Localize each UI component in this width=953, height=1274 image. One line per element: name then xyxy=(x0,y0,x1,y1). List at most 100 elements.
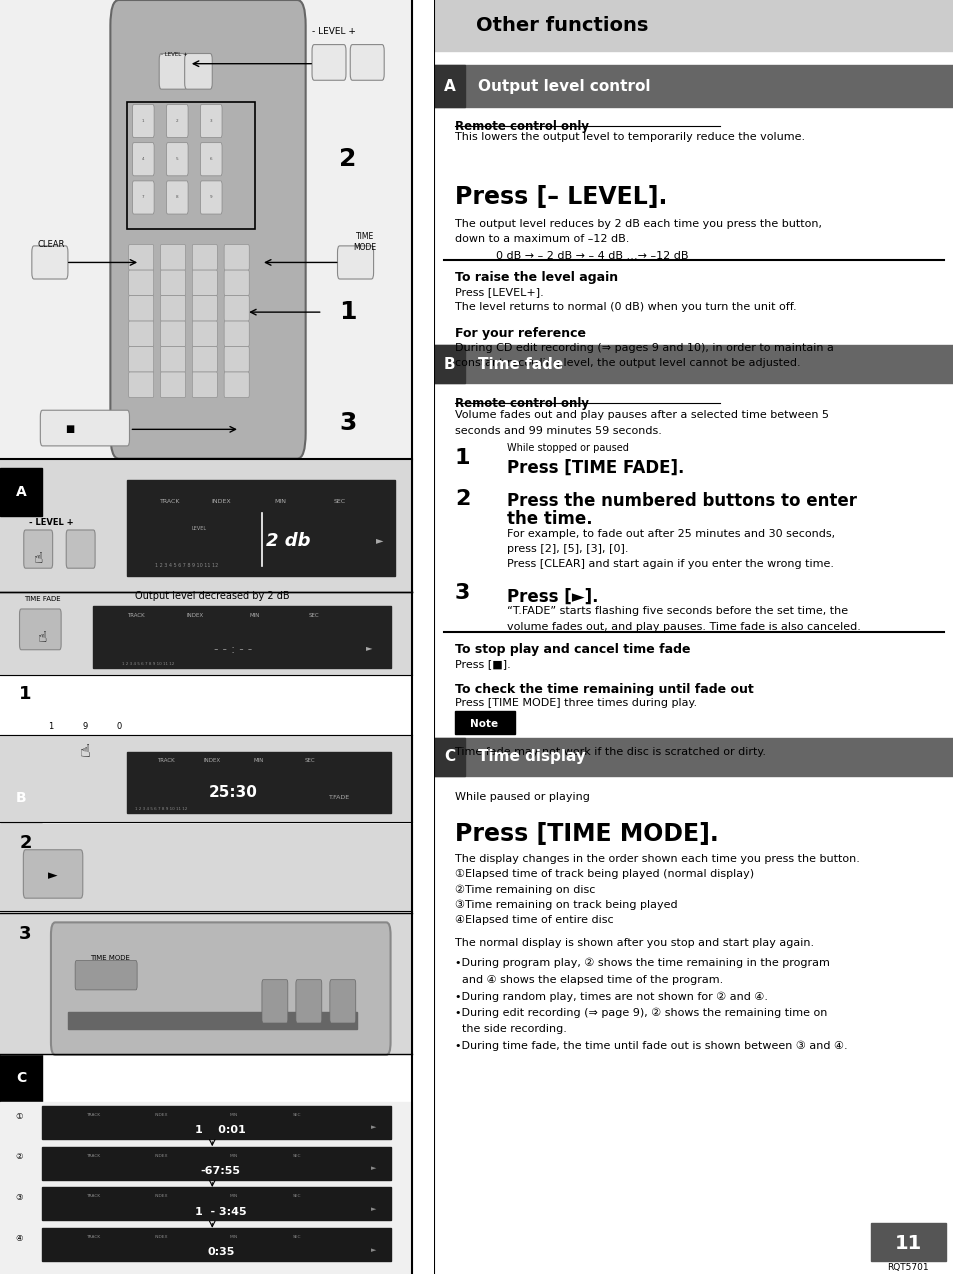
Text: ►: ► xyxy=(366,642,373,652)
Text: constant recording level, the output level cannot be adjusted.: constant recording level, the output lev… xyxy=(455,358,800,368)
Bar xyxy=(0,1054,43,1102)
FancyBboxPatch shape xyxy=(160,270,185,296)
Text: Other functions: Other functions xyxy=(476,17,647,34)
Bar xyxy=(0,824,412,911)
FancyBboxPatch shape xyxy=(132,181,154,214)
Text: While stopped or paused: While stopped or paused xyxy=(506,443,628,454)
Text: MIN: MIN xyxy=(229,1235,237,1240)
Text: The normal display is shown after you stop and start play again.: The normal display is shown after you st… xyxy=(455,938,813,948)
Text: INDEX: INDEX xyxy=(154,1112,168,1117)
Text: 1  - 3:45: 1 - 3:45 xyxy=(194,1206,246,1217)
Text: While paused or playing: While paused or playing xyxy=(455,792,589,803)
Text: the side recording.: the side recording. xyxy=(455,1024,566,1034)
Text: C: C xyxy=(16,1071,27,1084)
Bar xyxy=(0,590,412,675)
Text: 1    0:01: 1 0:01 xyxy=(195,1125,246,1135)
Text: INDEX: INDEX xyxy=(211,499,231,505)
Text: 25:30: 25:30 xyxy=(209,785,257,800)
Bar xyxy=(0,1102,412,1274)
Text: ►: ► xyxy=(375,535,383,545)
Bar xyxy=(0,468,43,516)
FancyBboxPatch shape xyxy=(160,296,185,321)
Text: Press [■].: Press [■]. xyxy=(455,659,510,669)
FancyBboxPatch shape xyxy=(132,104,154,138)
Bar xyxy=(434,65,953,107)
Text: Press [– LEVEL].: Press [– LEVEL]. xyxy=(455,185,666,209)
FancyBboxPatch shape xyxy=(129,347,153,372)
Text: TIME MODE: TIME MODE xyxy=(91,956,131,961)
Text: press [2], [5], [3], [0].: press [2], [5], [3], [0]. xyxy=(506,544,628,554)
Text: 2: 2 xyxy=(175,118,178,124)
Text: For example, to fade out after 25 minutes and 30 seconds,: For example, to fade out after 25 minute… xyxy=(506,529,834,539)
Text: 2: 2 xyxy=(19,834,31,852)
Text: To raise the level again: To raise the level again xyxy=(455,271,618,284)
Text: TRACK: TRACK xyxy=(156,758,174,763)
Text: Remote control only: Remote control only xyxy=(455,397,588,410)
Text: SEC: SEC xyxy=(293,1235,301,1240)
Text: ►: ► xyxy=(371,1206,375,1212)
Text: 3: 3 xyxy=(19,925,31,943)
Text: TRACK: TRACK xyxy=(86,1153,100,1158)
Text: 2: 2 xyxy=(339,148,356,171)
Text: MIN: MIN xyxy=(229,1112,237,1117)
Bar xyxy=(68,1012,356,1029)
Bar xyxy=(43,1228,390,1261)
Text: TIME FADE: TIME FADE xyxy=(24,596,61,601)
FancyBboxPatch shape xyxy=(31,246,68,279)
Text: The display changes in the order shown each time you press the button.: The display changes in the order shown e… xyxy=(455,854,859,864)
Bar xyxy=(870,1223,945,1261)
FancyBboxPatch shape xyxy=(224,270,249,296)
Text: •During program play, ② shows the time remaining in the program: •During program play, ② shows the time r… xyxy=(455,958,829,968)
Bar xyxy=(455,711,514,734)
Text: Time fade: Time fade xyxy=(477,357,563,372)
Text: 2 db: 2 db xyxy=(266,533,311,550)
Text: 9: 9 xyxy=(82,721,88,731)
Text: TRACK: TRACK xyxy=(86,1112,100,1117)
Text: SEC: SEC xyxy=(293,1112,301,1117)
Text: ③Time remaining on track being played: ③Time remaining on track being played xyxy=(455,899,677,910)
FancyBboxPatch shape xyxy=(40,410,130,446)
Text: A: A xyxy=(16,485,27,498)
Text: ►: ► xyxy=(371,1247,375,1252)
Text: 1: 1 xyxy=(339,301,356,324)
FancyBboxPatch shape xyxy=(193,347,217,372)
Text: -67:55: -67:55 xyxy=(200,1166,240,1176)
Text: 1 2 3 4 5 6 7 8 9 10 11 12: 1 2 3 4 5 6 7 8 9 10 11 12 xyxy=(135,806,188,812)
Text: and ④ shows the elapsed time of the program.: and ④ shows the elapsed time of the prog… xyxy=(455,975,722,985)
Text: Press [►].: Press [►]. xyxy=(506,587,598,605)
Bar xyxy=(434,345,953,383)
Text: 0:35: 0:35 xyxy=(207,1247,234,1257)
Text: Press [TIME MODE] three times during play.: Press [TIME MODE] three times during pla… xyxy=(455,698,697,708)
Text: ①: ① xyxy=(15,1111,23,1121)
Text: •During time fade, the time until fade out is shown between ③ and ④.: •During time fade, the time until fade o… xyxy=(455,1041,846,1051)
Bar xyxy=(434,345,465,383)
FancyBboxPatch shape xyxy=(193,296,217,321)
Text: ■: ■ xyxy=(66,424,74,434)
Text: To stop play and cancel time fade: To stop play and cancel time fade xyxy=(455,643,690,656)
Text: B: B xyxy=(443,357,455,372)
Text: 8: 8 xyxy=(175,195,178,200)
Bar xyxy=(0,913,412,1054)
Text: - LEVEL +: - LEVEL + xyxy=(29,517,73,527)
Text: The level returns to normal (0 dB) when you turn the unit off.: The level returns to normal (0 dB) when … xyxy=(455,302,796,312)
Bar xyxy=(0,735,412,822)
Text: 7: 7 xyxy=(142,195,144,200)
Text: •During edit recording (⇒ page 9), ② shows the remaining time on: •During edit recording (⇒ page 9), ② sho… xyxy=(455,1008,826,1018)
Text: ④Elapsed time of entire disc: ④Elapsed time of entire disc xyxy=(455,915,613,925)
FancyBboxPatch shape xyxy=(51,922,390,1055)
Text: 4: 4 xyxy=(142,157,144,162)
Text: Press [LEVEL+].: Press [LEVEL+]. xyxy=(455,287,543,297)
Text: •During random play, times are not shown for ② and ④.: •During random play, times are not shown… xyxy=(455,991,767,1001)
Text: 1 2 3 4 5 6 7 8 9 10 11 12: 1 2 3 4 5 6 7 8 9 10 11 12 xyxy=(155,563,218,568)
FancyBboxPatch shape xyxy=(193,245,217,270)
Text: Output level control: Output level control xyxy=(477,79,650,94)
FancyBboxPatch shape xyxy=(160,347,185,372)
Text: SEC: SEC xyxy=(293,1194,301,1199)
Text: C: C xyxy=(444,749,455,764)
FancyBboxPatch shape xyxy=(224,372,249,397)
Text: ☝: ☝ xyxy=(79,743,91,761)
FancyBboxPatch shape xyxy=(166,104,188,138)
Text: 11: 11 xyxy=(894,1235,921,1252)
Text: ☝: ☝ xyxy=(33,550,43,566)
Text: 0: 0 xyxy=(116,721,121,731)
